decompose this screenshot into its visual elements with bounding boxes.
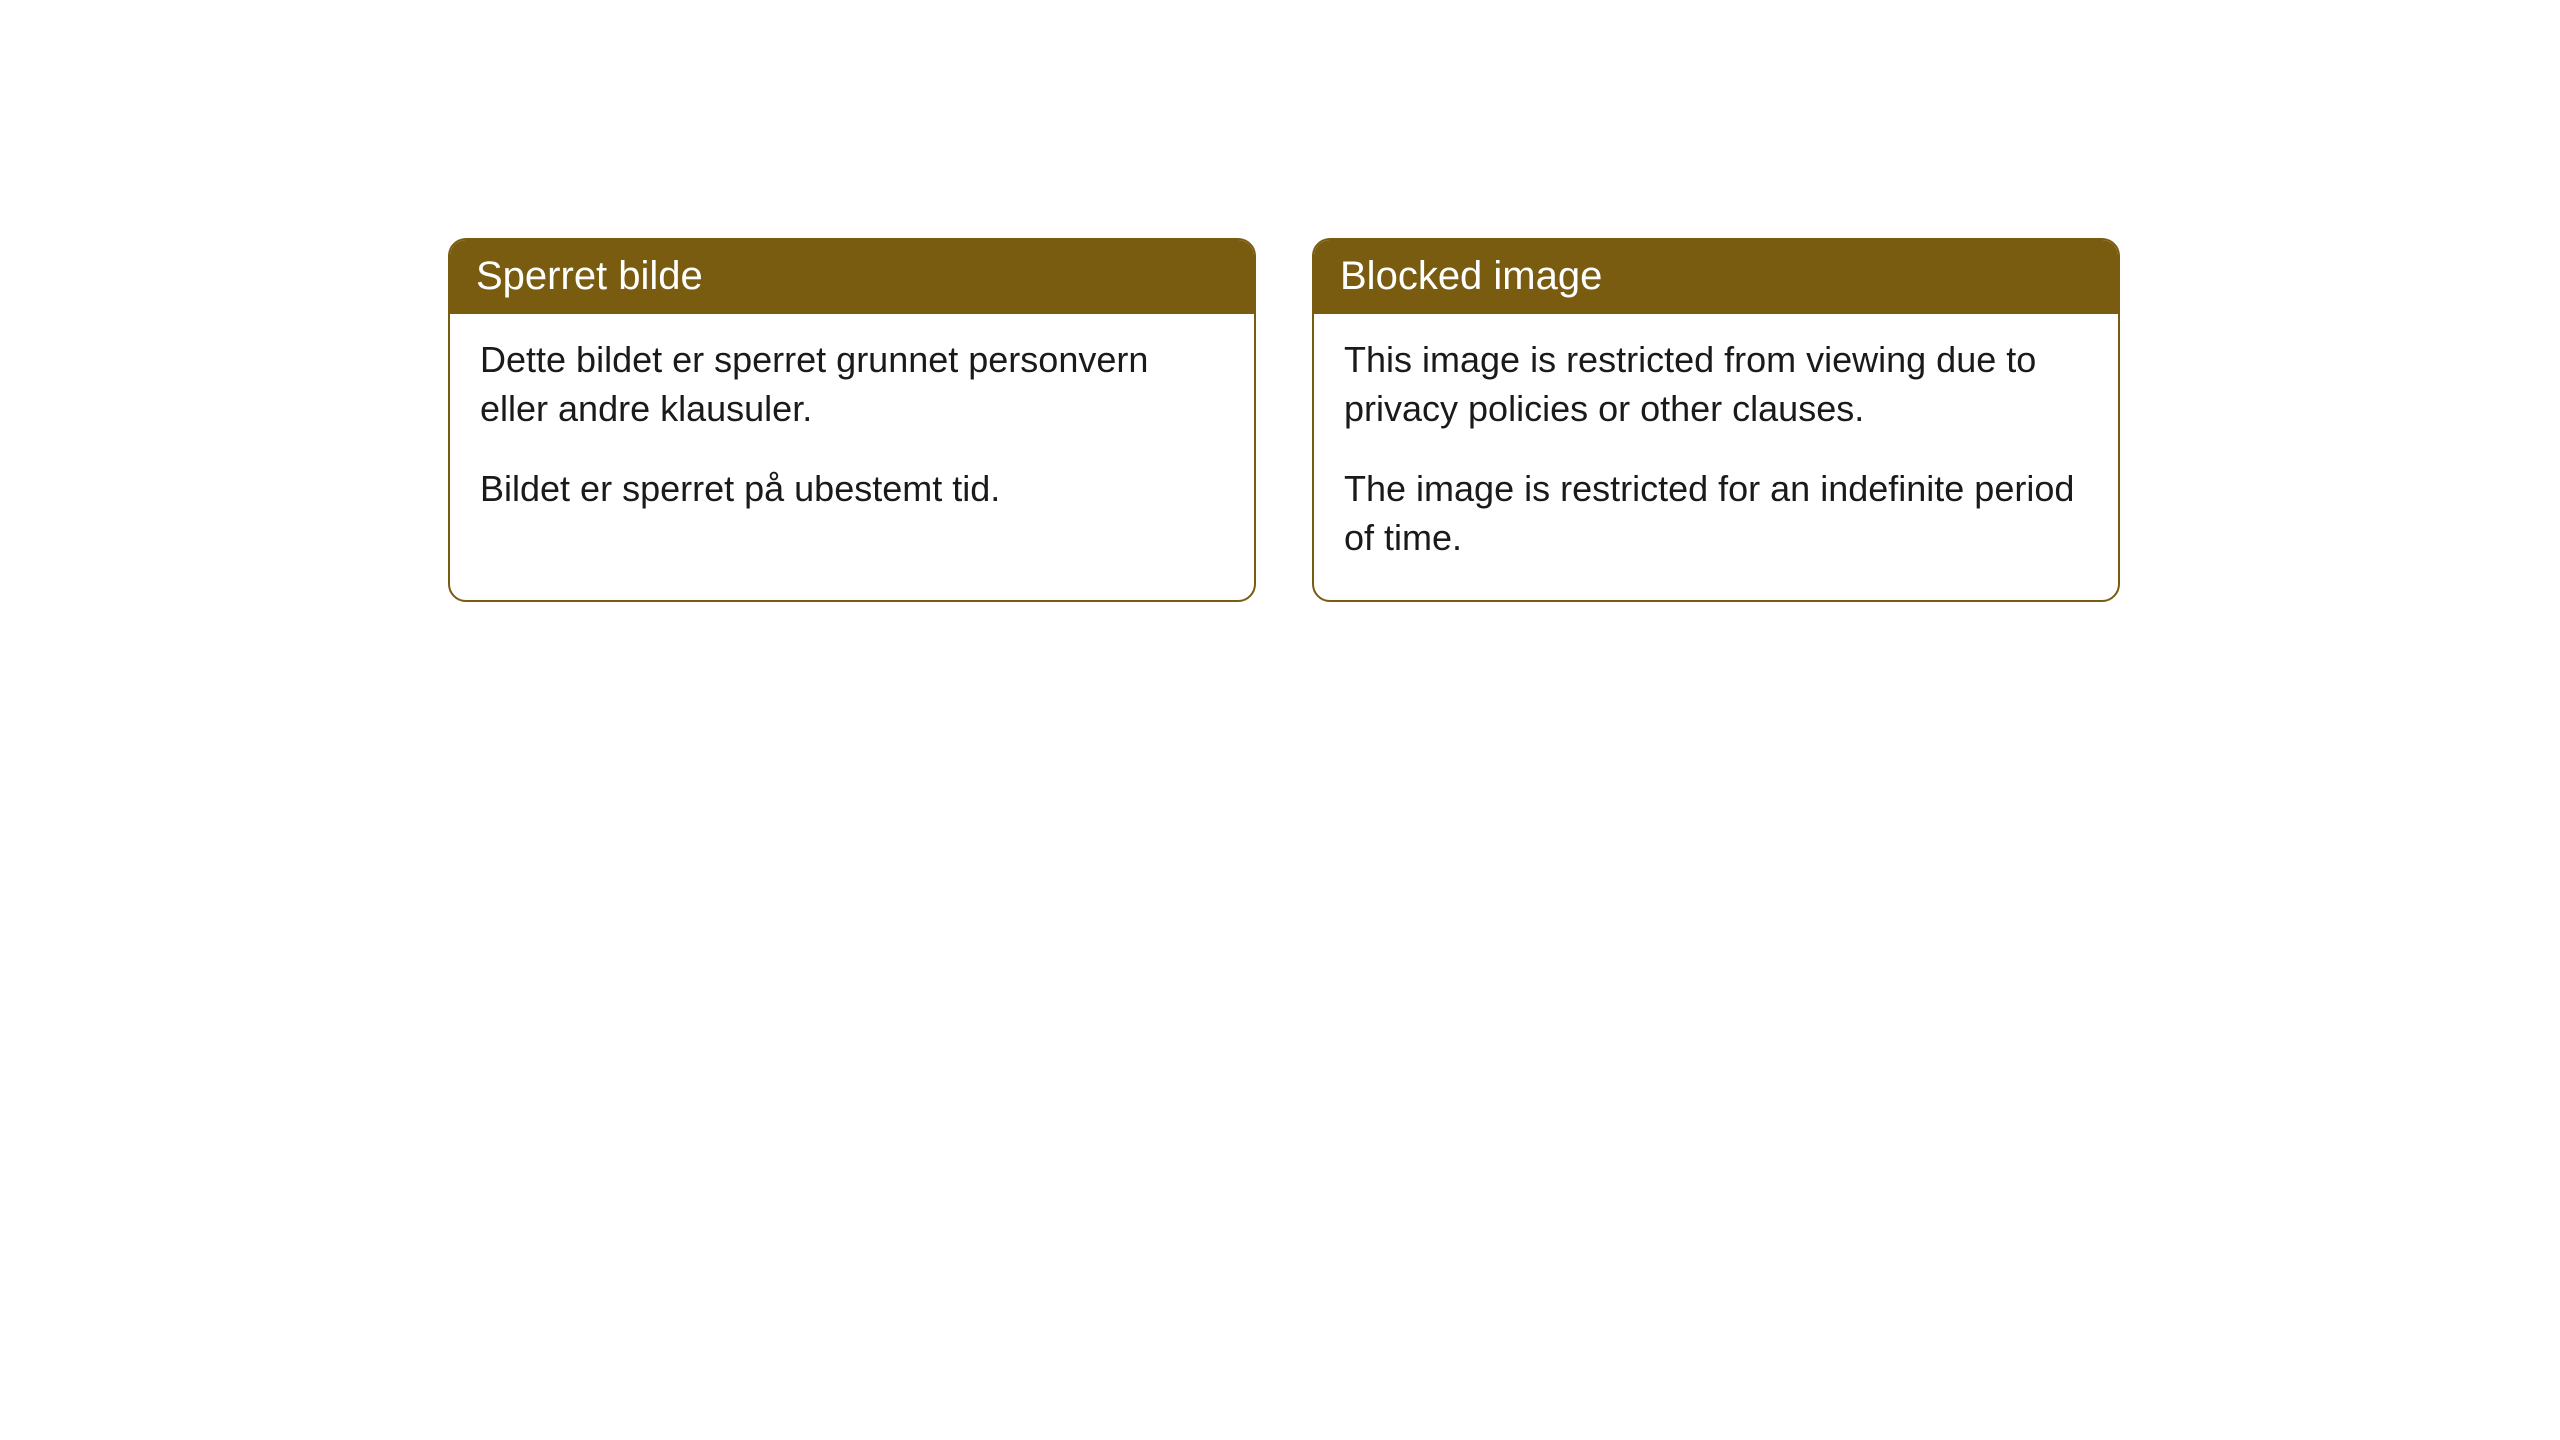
card-body-norwegian: Dette bildet er sperret grunnet personve… — [450, 314, 1254, 552]
card-body-english: This image is restricted from viewing du… — [1314, 314, 2118, 600]
card-paragraph: Bildet er sperret på ubestemt tid. — [480, 465, 1224, 514]
card-paragraph: This image is restricted from viewing du… — [1344, 336, 2088, 433]
card-header-english: Blocked image — [1314, 240, 2118, 314]
card-norwegian: Sperret bilde Dette bildet er sperret gr… — [448, 238, 1256, 602]
card-paragraph: Dette bildet er sperret grunnet personve… — [480, 336, 1224, 433]
card-paragraph: The image is restricted for an indefinit… — [1344, 465, 2088, 562]
card-header-norwegian: Sperret bilde — [450, 240, 1254, 314]
card-english: Blocked image This image is restricted f… — [1312, 238, 2120, 602]
cards-container: Sperret bilde Dette bildet er sperret gr… — [0, 0, 2560, 602]
